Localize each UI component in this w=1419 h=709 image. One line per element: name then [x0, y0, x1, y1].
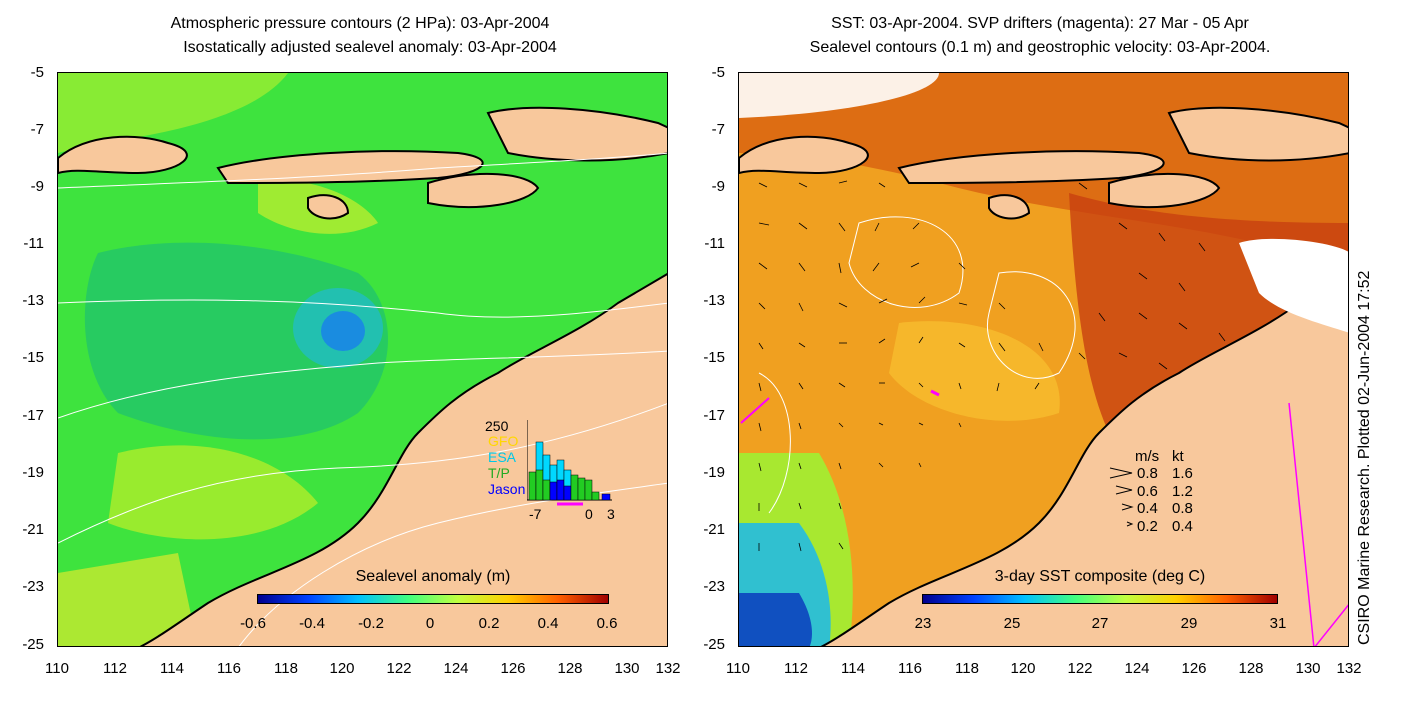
left-ytick: -19: [22, 464, 44, 481]
sealevel-colorbar-label: 0: [425, 615, 435, 632]
left-ytick: -23: [22, 578, 44, 595]
right-ytick: -21: [703, 521, 725, 538]
sealevel-colorbar-title: Sealevel anomaly (m): [355, 568, 511, 585]
right-xtick: 114: [841, 660, 865, 677]
left-xtick: 114: [160, 660, 184, 677]
right-title-line1: SST: 03-Apr-2004. SVP drifters (magenta)…: [831, 15, 1249, 32]
left-xtick: 110: [45, 660, 69, 677]
velocity-legend-ms: 0.4: [1137, 500, 1158, 517]
left-xtick: 126: [500, 660, 526, 677]
right-ytick: -5: [711, 64, 725, 81]
sealevel-colorbar: [257, 594, 609, 604]
histogram-bars: [527, 420, 612, 506]
sst-colorbar-label: 29: [1180, 615, 1198, 632]
sealevel-map-graphic: [58, 73, 667, 646]
left-xtick: 130: [614, 660, 640, 677]
right-xtick: 112: [784, 660, 808, 677]
sst-map: [738, 72, 1349, 647]
sealevel-anomaly-map: [57, 72, 668, 647]
right-xtick: 132: [1336, 660, 1362, 677]
right-xtick: 128: [1238, 660, 1264, 677]
left-xtick: 118: [274, 660, 298, 677]
left-title-line1: Atmospheric pressure contours (2 HPa): 0…: [170, 15, 550, 32]
right-xtick: 130: [1295, 660, 1321, 677]
histogram-legend-tp: T/P: [488, 465, 510, 481]
sealevel-colorbar-label: 0.6: [596, 615, 618, 632]
histogram-xtick: -7: [529, 506, 542, 522]
right-xtick: 120: [1010, 660, 1036, 677]
left-xtick: 116: [217, 660, 241, 677]
left-ytick: -15: [22, 349, 44, 366]
sst-map-graphic: [739, 73, 1348, 646]
right-xtick: 124: [1124, 660, 1150, 677]
velocity-legend-kt: 0.4: [1172, 518, 1193, 535]
left-ytick: -11: [23, 235, 44, 252]
sst-colorbar-title: 3-day SST composite (deg C): [994, 568, 1206, 585]
velocity-legend-arrows: [1109, 467, 1134, 527]
right-title-line2: Sealevel contours (0.1 m) and geostrophi…: [809, 39, 1271, 56]
left-ytick: -25: [22, 636, 44, 653]
sst-colorbar-label: 23: [914, 615, 932, 632]
right-ytick: -11: [704, 235, 725, 252]
left-xtick: 122: [386, 660, 412, 677]
left-xtick: 128: [557, 660, 583, 677]
histogram-legend-gfo: GFO: [488, 433, 519, 449]
velocity-legend-ms: 0.6: [1137, 483, 1158, 500]
right-ytick: -25: [703, 636, 725, 653]
right-ytick: -15: [703, 349, 725, 366]
sealevel-colorbar-label: -0.4: [299, 615, 325, 632]
right-xtick: 122: [1067, 660, 1093, 677]
left-xtick: 132: [655, 660, 681, 677]
credit-text: CSIRO Marine Research. Plotted 02-Jun-20…: [1356, 270, 1373, 645]
sealevel-colorbar-label: -0.6: [240, 615, 266, 632]
histogram-xtick: 3: [607, 506, 615, 522]
histogram-legend-esa: ESA: [488, 449, 517, 465]
velocity-legend-kt: 1.6: [1172, 465, 1193, 482]
left-ytick: -5: [30, 64, 44, 81]
right-xtick: 110: [726, 660, 750, 677]
left-ytick: -9: [30, 178, 44, 195]
left-ytick: -17: [22, 407, 44, 424]
right-xtick: 118: [955, 660, 979, 677]
sst-colorbar-label: 27: [1091, 615, 1109, 632]
right-ytick: -9: [711, 178, 725, 195]
sst-colorbar-label: 31: [1269, 615, 1287, 632]
left-title-line2: Isostatically adjusted sealevel anomaly:…: [183, 39, 557, 56]
right-ytick: -19: [703, 464, 725, 481]
velocity-legend-ms: 0.2: [1137, 518, 1158, 535]
histogram-ytick: 250: [485, 418, 509, 434]
right-ytick: -7: [711, 121, 725, 138]
right-ytick: -13: [703, 292, 725, 309]
right-ytick: -17: [703, 407, 725, 424]
left-xtick: 112: [103, 660, 127, 677]
sealevel-colorbar-label: 0.4: [537, 615, 559, 632]
histogram-legend-jason: Jason: [488, 481, 526, 497]
sealevel-colorbar-label: -0.2: [358, 615, 384, 632]
left-xtick: 120: [329, 660, 355, 677]
right-xtick: 116: [898, 660, 922, 677]
velocity-legend-kt: 1.2: [1172, 483, 1193, 500]
velocity-legend-header-kt: kt: [1172, 448, 1184, 465]
velocity-legend-kt: 0.8: [1172, 500, 1193, 517]
left-ytick: -21: [22, 521, 44, 538]
sealevel-colorbar-label: 0.2: [478, 615, 500, 632]
right-ytick: -23: [703, 578, 725, 595]
velocity-legend-ms: 0.8: [1137, 465, 1158, 482]
right-xtick: 126: [1181, 660, 1207, 677]
velocity-legend-header-ms: m/s: [1135, 448, 1160, 465]
left-ytick: -7: [30, 121, 44, 138]
left-xtick: 124: [443, 660, 469, 677]
sst-colorbar-label: 25: [1003, 615, 1021, 632]
left-ytick: -13: [22, 292, 44, 309]
histogram-xtick: 0: [585, 506, 593, 522]
sst-colorbar: [922, 594, 1278, 604]
